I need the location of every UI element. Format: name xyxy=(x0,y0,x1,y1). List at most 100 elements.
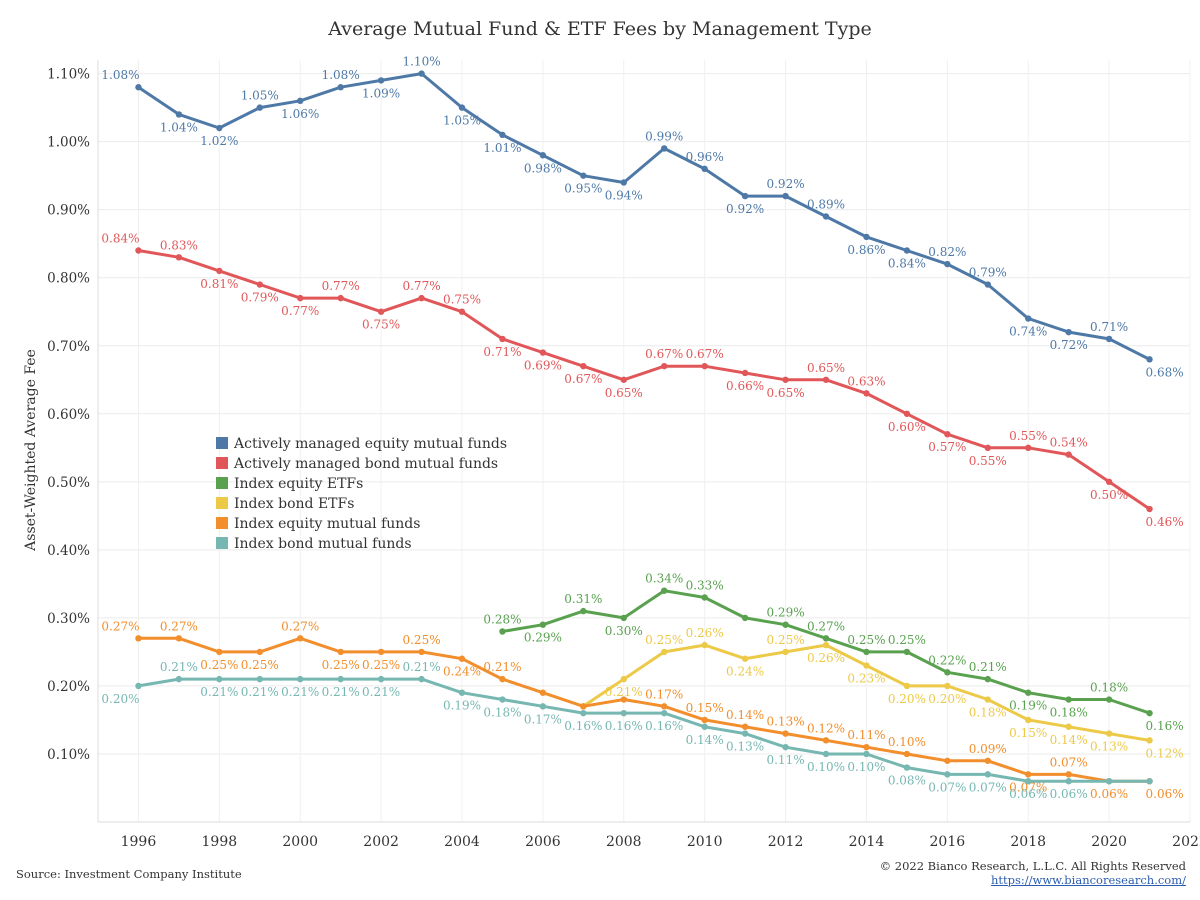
data-label: 0.63% xyxy=(847,374,885,388)
data-label: 0.92% xyxy=(726,202,764,216)
data-label: 0.07% xyxy=(969,780,1007,794)
data-point xyxy=(701,716,708,724)
data-label: 1.08% xyxy=(322,68,360,82)
data-point xyxy=(822,213,830,220)
data-point xyxy=(297,675,304,683)
data-point xyxy=(418,70,425,77)
data-label: 0.26% xyxy=(807,651,845,665)
data-point xyxy=(741,723,749,730)
data-label: 0.79% xyxy=(969,266,1007,280)
data-point xyxy=(1025,444,1032,452)
data-point xyxy=(741,192,749,200)
data-point xyxy=(944,260,951,268)
data-label: 0.14% xyxy=(726,708,764,722)
data-label: 0.21% xyxy=(160,660,198,674)
data-point xyxy=(499,628,506,635)
data-point xyxy=(944,430,951,438)
data-label: 0.06% xyxy=(1090,787,1128,801)
data-point xyxy=(580,703,587,710)
data-point xyxy=(863,390,870,397)
y-tick-label: 1.00% xyxy=(47,135,90,151)
data-point xyxy=(822,641,830,649)
data-point xyxy=(741,655,749,662)
data-label: 0.24% xyxy=(443,665,481,679)
data-label: 0.77% xyxy=(281,304,319,318)
data-label: 0.19% xyxy=(1009,699,1047,713)
data-label: 0.20% xyxy=(928,692,966,706)
data-label: 0.06% xyxy=(1146,787,1184,801)
data-point xyxy=(741,614,749,622)
data-label: 0.23% xyxy=(847,672,885,686)
legend: Actively managed equity mutual funds Acti… xyxy=(216,436,507,552)
data-point xyxy=(580,172,587,179)
data-label: 0.16% xyxy=(1146,719,1184,733)
series-4: 0.27% 0.27%0.25% 0.25%0.27%0.25% 0.25%0.25%… xyxy=(101,619,1183,801)
data-label: 0.84% xyxy=(888,257,926,271)
data-label: 0.20% xyxy=(101,692,139,706)
y-tick-label: 0.30% xyxy=(47,611,90,627)
data-label: 0.25% xyxy=(322,658,360,672)
series-line xyxy=(137,72,1151,361)
data-label: 0.07% xyxy=(1050,755,1088,769)
data-label: 1.05% xyxy=(443,114,481,128)
data-point xyxy=(458,655,466,662)
data-label: 1.08% xyxy=(101,68,139,82)
source-url-link[interactable]: https://www.biancoresearch.com/ xyxy=(990,873,1186,887)
data-point xyxy=(377,308,385,315)
data-label: 0.86% xyxy=(847,243,885,257)
data-label: 0.83% xyxy=(160,238,198,252)
series-line xyxy=(138,677,1150,783)
data-point xyxy=(418,294,425,302)
data-point xyxy=(175,635,183,642)
data-point xyxy=(1105,730,1113,737)
y-tick-label: 0.80% xyxy=(47,271,90,287)
data-label: 0.06% xyxy=(1050,787,1088,801)
data-label: 0.71% xyxy=(1090,320,1128,334)
data-label: 0.25% xyxy=(241,658,279,672)
data-point xyxy=(1025,689,1032,696)
data-label: 0.57% xyxy=(928,440,966,454)
data-point xyxy=(256,648,263,656)
data-label: 0.25% xyxy=(766,633,804,647)
data-point xyxy=(580,709,587,717)
data-label: 0.46% xyxy=(1146,515,1184,529)
data-label: 0.95% xyxy=(564,182,602,196)
data-point xyxy=(418,675,425,683)
data-point xyxy=(701,594,708,601)
y-axis-label: Asset-Weighted Average Fee xyxy=(23,349,39,552)
data-label: 0.75% xyxy=(443,293,481,307)
data-point xyxy=(1146,356,1153,363)
data-label: 1.10% xyxy=(402,55,440,69)
data-point xyxy=(297,635,304,642)
chart-title: Average Mutual Fund & ETF Fees by Manage… xyxy=(328,18,872,40)
data-point xyxy=(1065,696,1072,703)
x-tick-label: 1998 xyxy=(202,834,238,850)
data-label: 1.04% xyxy=(160,120,198,134)
y-tick-label: 0.50% xyxy=(47,475,90,491)
data-point xyxy=(1065,771,1072,778)
y-axis: 0.10% 0.20% 0.30% 0.40% 0.50% 0.60% 0.70% 0.80%… xyxy=(47,67,90,763)
data-label: 0.92% xyxy=(766,177,804,191)
y-tick-label: 0.10% xyxy=(47,747,90,763)
data-label: 0.79% xyxy=(241,291,279,305)
x-tick-label: 2002 xyxy=(363,834,399,850)
data-point xyxy=(701,362,708,370)
data-point xyxy=(984,757,991,764)
data-label: 0.21% xyxy=(200,685,238,699)
data-point xyxy=(458,308,466,315)
data-label: 0.25% xyxy=(200,658,238,672)
data-label: 0.27% xyxy=(281,619,319,633)
data-label: 0.84% xyxy=(101,232,139,246)
data-label: 0.07% xyxy=(928,780,966,794)
data-point xyxy=(499,696,506,703)
data-point xyxy=(822,737,830,744)
data-point xyxy=(1105,478,1113,486)
data-point xyxy=(458,689,466,696)
data-point xyxy=(903,682,911,690)
data-label: 0.12% xyxy=(807,721,845,735)
data-point xyxy=(741,369,749,377)
legend-label: Index equity mutual funds xyxy=(234,516,420,532)
data-point xyxy=(216,675,223,683)
data-label: 0.21% xyxy=(402,660,440,674)
